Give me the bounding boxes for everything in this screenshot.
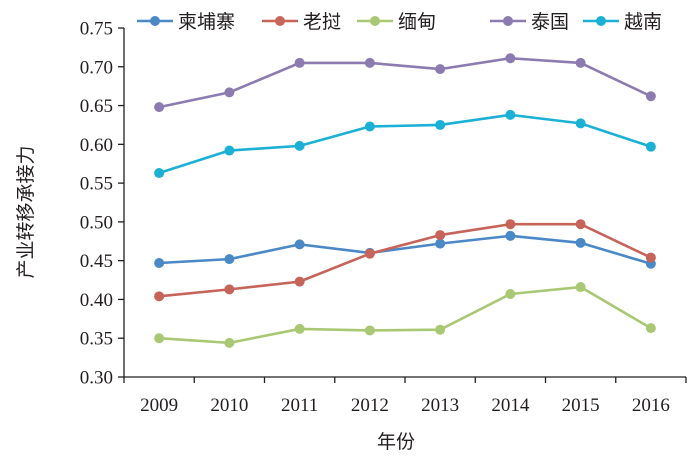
data-point [364, 325, 375, 336]
data-point [154, 257, 165, 268]
y-tick-label: 0.30 [80, 368, 113, 389]
data-point [224, 284, 235, 295]
y-tick-label: 0.65 [80, 96, 113, 117]
y-tick-label: 0.40 [80, 290, 113, 311]
data-point [154, 333, 165, 344]
legend-item: 越南 [583, 11, 662, 33]
x-tick-label: 2014 [491, 395, 530, 416]
legend-label: 柬埔寨 [178, 11, 235, 33]
x-tick-label: 2011 [281, 395, 318, 416]
y-tick-label: 0.55 [80, 174, 113, 195]
legend-marker [275, 16, 285, 26]
data-point [505, 53, 516, 64]
legend-marker [503, 16, 513, 26]
data-point [575, 219, 586, 230]
data-point [645, 91, 656, 102]
y-tick-label: 0.50 [80, 212, 113, 233]
data-point [224, 87, 235, 98]
x-axis: 2009 2010 2011 2012 2013 2014 2015 2016 [123, 376, 687, 416]
series-line [158, 56, 652, 109]
series-3 [154, 282, 656, 348]
y-axis: 0.30 0.35 0.40 0.45 0.50 0.55 0.60 0.65 0.70 0.75 [80, 19, 125, 389]
data-point [575, 282, 586, 293]
data-point [435, 119, 446, 130]
data-point [435, 230, 446, 241]
plot-area [154, 53, 656, 348]
legend-marker [596, 16, 606, 26]
data-point [435, 238, 446, 249]
data-point [435, 64, 446, 75]
data-point [505, 289, 516, 300]
x-tick-label: 2015 [562, 395, 600, 416]
data-point [294, 57, 305, 68]
legend-item: 泰国 [490, 11, 569, 33]
data-point [154, 291, 165, 302]
x-tick-label: 2012 [351, 395, 389, 416]
data-point [364, 57, 375, 68]
series-line [159, 234, 652, 266]
legend-item: 缅甸 [357, 11, 436, 33]
x-tick-label: 2013 [421, 395, 459, 416]
series-line [158, 113, 652, 175]
series-1 [154, 230, 656, 269]
series-5 [154, 109, 656, 179]
y-axis-title: 产业转移承接力 [15, 145, 37, 278]
legend-label: 缅甸 [398, 11, 436, 33]
data-point [505, 230, 516, 241]
x-tick-label: 2009 [140, 395, 178, 416]
y-tick-label: 0.60 [80, 135, 113, 156]
series-line [159, 285, 652, 345]
data-point [294, 239, 305, 250]
data-point [364, 248, 375, 259]
data-point [435, 324, 446, 335]
data-point [224, 337, 235, 348]
data-point [154, 102, 165, 113]
data-point [294, 140, 305, 151]
y-tick-label: 0.75 [80, 19, 113, 40]
data-point [505, 219, 516, 230]
data-point [364, 121, 375, 132]
data-point [224, 145, 235, 156]
data-point [575, 118, 586, 129]
y-tick-label: 0.70 [80, 57, 113, 78]
legend-marker [370, 16, 380, 26]
x-axis-title: 年份 [377, 431, 415, 453]
data-point [505, 109, 516, 120]
data-point [294, 323, 305, 334]
data-point [645, 141, 656, 152]
data-point [645, 252, 656, 263]
data-point [154, 168, 165, 179]
data-point [645, 323, 656, 334]
legend-label: 越南 [624, 11, 662, 33]
y-tick-label: 0.45 [80, 251, 113, 272]
legend-item: 柬埔寨 [137, 11, 235, 33]
series-4 [154, 53, 656, 113]
legend-label: 泰国 [531, 11, 569, 33]
y-tick-label: 0.35 [80, 329, 113, 350]
legend-label: 老挝 [303, 11, 341, 33]
legend-item: 老挝 [262, 11, 341, 33]
legend-marker [150, 16, 160, 26]
x-tick-label: 2010 [210, 395, 248, 416]
data-point [294, 276, 305, 287]
data-point [575, 237, 586, 248]
series-2 [154, 219, 656, 302]
series-line [158, 222, 652, 298]
legend: 柬埔寨 老挝 缅甸 泰国 越南 [137, 11, 662, 33]
data-point [575, 57, 586, 68]
x-tick-label: 2016 [632, 395, 670, 416]
data-point [224, 254, 235, 265]
